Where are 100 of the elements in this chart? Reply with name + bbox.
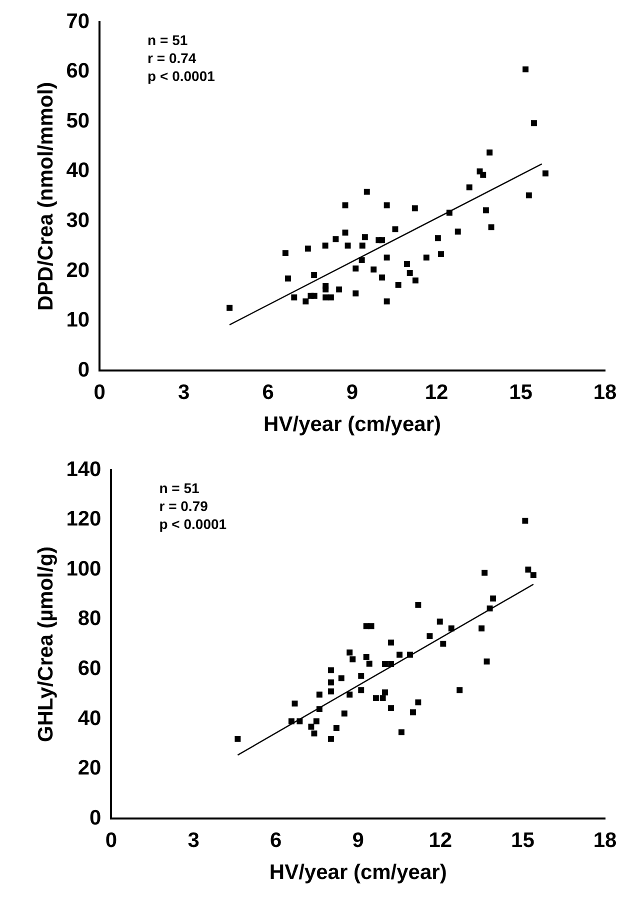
point [372,695,379,702]
point [322,242,328,249]
point [388,660,394,667]
x-axis-title: HV/year (cm/year) [264,413,441,436]
point [282,250,288,256]
point [404,261,410,268]
point [388,640,394,646]
point [379,237,386,244]
point [384,298,390,304]
point [366,660,372,667]
point [342,230,348,236]
y-tick-label: 30 [66,208,90,232]
point [296,718,303,724]
point [328,667,334,674]
point [434,235,441,242]
y-axis-title: GHLy/Crea (µmol/g) [34,546,58,742]
point [311,730,318,736]
y-tick-label: 40 [78,706,102,730]
point [328,294,334,300]
point [332,236,339,242]
point [488,224,494,230]
point [333,724,340,731]
point [316,692,322,698]
point [338,675,344,682]
point [292,700,298,707]
point [364,188,370,195]
x-tick-label: 15 [511,828,535,852]
point [392,226,398,232]
point [285,275,291,282]
point [456,687,463,694]
point [490,596,496,602]
point [482,207,489,214]
y-tick-label: 20 [78,756,102,780]
point [234,736,241,742]
point [484,658,490,664]
point [384,254,390,261]
y-tick-label: 0 [90,806,102,830]
point [423,254,430,261]
y-tick-label: 120 [66,508,102,531]
point [395,282,402,288]
point [406,270,413,276]
point [344,242,351,249]
annotation: r = 0.79 [159,498,208,514]
y-tick-label: 60 [66,60,90,83]
y-tick-label: 40 [66,159,90,182]
y-tick-label: 0 [78,358,90,382]
point [522,518,528,524]
point [412,277,418,284]
point [311,272,318,278]
x-tick-label: 0 [105,828,118,852]
point [530,120,537,126]
x-tick-label: 9 [346,380,358,404]
y-tick-label: 100 [66,557,102,580]
point [350,656,356,662]
point [438,251,444,258]
point [362,234,368,240]
point [480,172,486,178]
point [388,705,394,712]
point [398,729,404,736]
point [382,660,388,667]
x-axis-title: HV/year (cm/year) [269,861,447,884]
point [313,718,320,724]
point [352,290,359,296]
point [311,292,318,299]
y-tick-label: 80 [78,607,102,630]
point [370,266,377,272]
point [406,652,413,658]
point [359,242,366,249]
y-tick-label: 10 [66,308,90,332]
point [522,66,529,72]
x-tick-label: 6 [270,828,282,852]
point [328,688,334,694]
y-tick-label: 20 [66,258,90,282]
point [530,572,536,578]
y-tick-label: 60 [78,656,102,680]
point [446,210,452,216]
annotation: r = 0.74 [148,50,196,66]
x-tick-label: 3 [188,828,200,852]
point [358,672,364,679]
y-tick-label: 70 [66,10,90,33]
point [302,298,309,304]
x-tick-label: 12 [428,828,452,852]
point [412,205,418,212]
point [415,602,422,608]
point [415,699,422,706]
point [226,304,233,311]
point [358,687,364,694]
point [322,286,329,292]
point [436,618,443,625]
point [380,695,386,702]
point [526,192,532,198]
point [486,150,493,156]
point [291,294,298,300]
point [482,570,488,576]
point [448,625,454,632]
y-tick-label: 50 [66,109,90,132]
point [410,709,416,716]
point [328,736,334,742]
x-tick-label: 6 [262,380,274,404]
point [352,266,359,272]
